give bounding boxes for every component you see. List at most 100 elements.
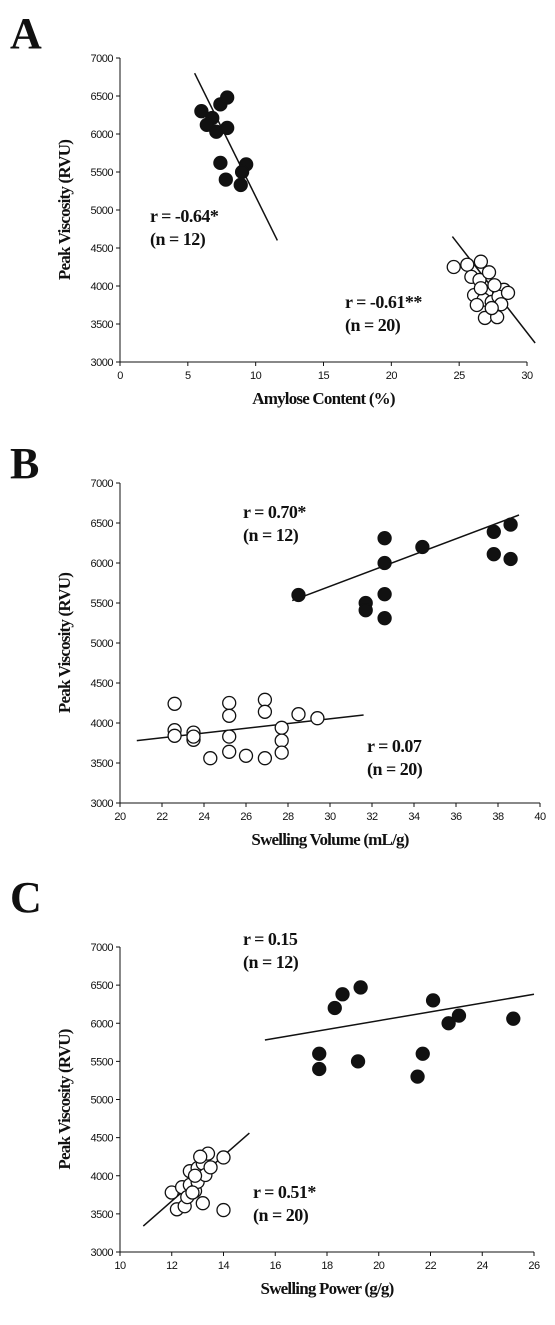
panel-letter: A [10,9,42,58]
y-tick-label: 5000 [91,638,114,650]
data-point [353,980,368,995]
x-tick-label: 20 [373,1260,385,1272]
trend-line [193,72,279,241]
annotation: r = -0.64* [150,206,219,226]
panel-letter: C [10,873,42,922]
data-point [350,1054,366,1069]
data-point [446,259,461,275]
x-tick-label: 25 [454,370,466,382]
x-axis-label: Swelling Power (g/g) [261,1279,394,1298]
data-point [473,254,489,269]
data-point [312,1046,327,1061]
x-tick-label: 30 [324,811,336,823]
x-tick-label: 10 [114,1260,126,1272]
data-point [220,90,235,105]
data-point [257,692,273,707]
x-tick-label: 0 [117,370,123,382]
annotation: r = 0.51* [253,1182,316,1202]
y-axis-label: Peak Viscosity (RVU) [55,140,74,280]
data-point [425,993,441,1008]
y-tick-label: 3500 [91,319,114,331]
data-point [203,1160,218,1175]
data-point [377,587,392,602]
data-point [238,748,254,763]
data-point [186,729,201,744]
x-tick-label: 38 [492,811,504,823]
y-tick-label: 5000 [91,205,114,217]
y-tick-label: 4000 [91,1171,114,1183]
data-point [415,539,430,555]
annotation: (n = 12) [243,525,299,546]
data-point [274,745,289,760]
x-axis-label: Swelling Volume (mL/g) [251,830,408,849]
data-point [484,300,499,316]
x-tick-label: 24 [198,811,210,823]
y-tick-label: 3000 [91,357,114,369]
annotation: (n = 12) [243,952,299,973]
data-point [222,708,237,723]
data-point [187,1168,203,1183]
x-tick-label: 30 [521,370,533,382]
data-point [274,720,289,735]
data-point [233,177,248,193]
x-tick-label: 10 [250,370,262,382]
x-tick-label: 20 [114,811,126,823]
x-tick-label: 14 [218,1260,230,1272]
data-point [257,704,273,719]
x-tick-label: 15 [318,370,330,382]
data-point [310,711,325,726]
y-axis-label: Peak Viscosity (RVU) [55,573,74,713]
x-tick-label: 16 [270,1260,282,1272]
y-tick-label: 4500 [91,1133,114,1145]
y-tick-label: 6500 [91,91,114,103]
data-point [410,1069,425,1084]
annotation: (n = 20) [253,1205,309,1226]
x-tick-label: 20 [386,370,398,382]
panel-letter: B [10,439,39,488]
y-tick-label: 5500 [91,167,114,179]
y-tick-label: 7000 [91,942,114,954]
trend-line [291,514,520,602]
data-point [222,744,237,759]
y-tick-label: 4000 [91,281,114,293]
y-tick-label: 4500 [91,678,114,690]
data-point [257,751,273,766]
y-tick-label: 3500 [91,1209,114,1221]
data-point [460,257,475,272]
data-point [486,524,501,539]
y-tick-label: 7000 [91,478,114,490]
data-point [503,551,518,567]
data-point [167,728,182,743]
data-point [377,531,392,546]
data-point [194,104,209,119]
data-point [377,611,392,626]
data-point [216,1202,231,1218]
y-tick-label: 3000 [91,798,114,810]
data-point [222,695,237,711]
data-point [199,117,214,133]
x-tick-label: 36 [450,811,462,823]
trend-line [264,993,535,1041]
data-point [441,1016,456,1031]
x-tick-label: 28 [282,811,294,823]
x-tick-label: 34 [408,811,420,823]
data-point [335,987,350,1002]
data-point [469,297,484,313]
data-point [185,1185,200,1200]
data-point [291,707,306,722]
data-point [358,603,373,618]
annotation: r = 0.07 [367,736,422,756]
x-tick-label: 18 [321,1260,333,1272]
annotation: (n = 12) [150,229,206,250]
data-point [312,1061,327,1077]
data-point [500,285,516,300]
data-point [415,1046,430,1061]
y-axis-label: Peak Viscosity (RVU) [55,1029,74,1169]
data-point [486,547,501,562]
data-point [503,517,518,532]
x-tick-label: 5 [185,370,191,382]
data-point [213,155,228,171]
data-point [377,555,392,571]
x-tick-label: 22 [425,1260,437,1272]
data-point [216,1150,231,1165]
